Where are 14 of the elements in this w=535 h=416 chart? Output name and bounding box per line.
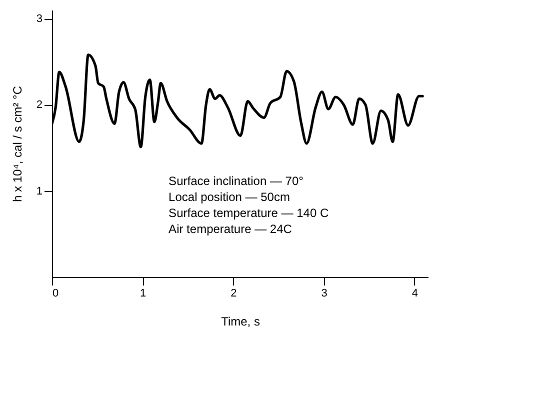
x-tick-label: 2 <box>230 288 237 300</box>
annotation: Local position — 50cm <box>168 190 290 204</box>
annotation: Surface inclination — 70° <box>168 174 304 188</box>
annotation: Surface temperature — 140 C <box>168 206 329 220</box>
x-tick-label: 3 <box>321 288 328 300</box>
x-tick-label: 0 <box>52 288 59 300</box>
x-tick-label: 4 <box>412 288 418 300</box>
y-tick-label: 2 <box>36 99 42 112</box>
y-tick-label: 1 <box>36 185 42 198</box>
y-tick-label: 3 <box>36 13 42 26</box>
x-tick-label: 1 <box>140 288 146 300</box>
x-axis-title: Time, s <box>221 314 260 328</box>
y-axis-title: h x 10⁴, cal / s cm² °C <box>10 86 24 202</box>
annotation: Air temperature — 24C <box>168 222 292 236</box>
